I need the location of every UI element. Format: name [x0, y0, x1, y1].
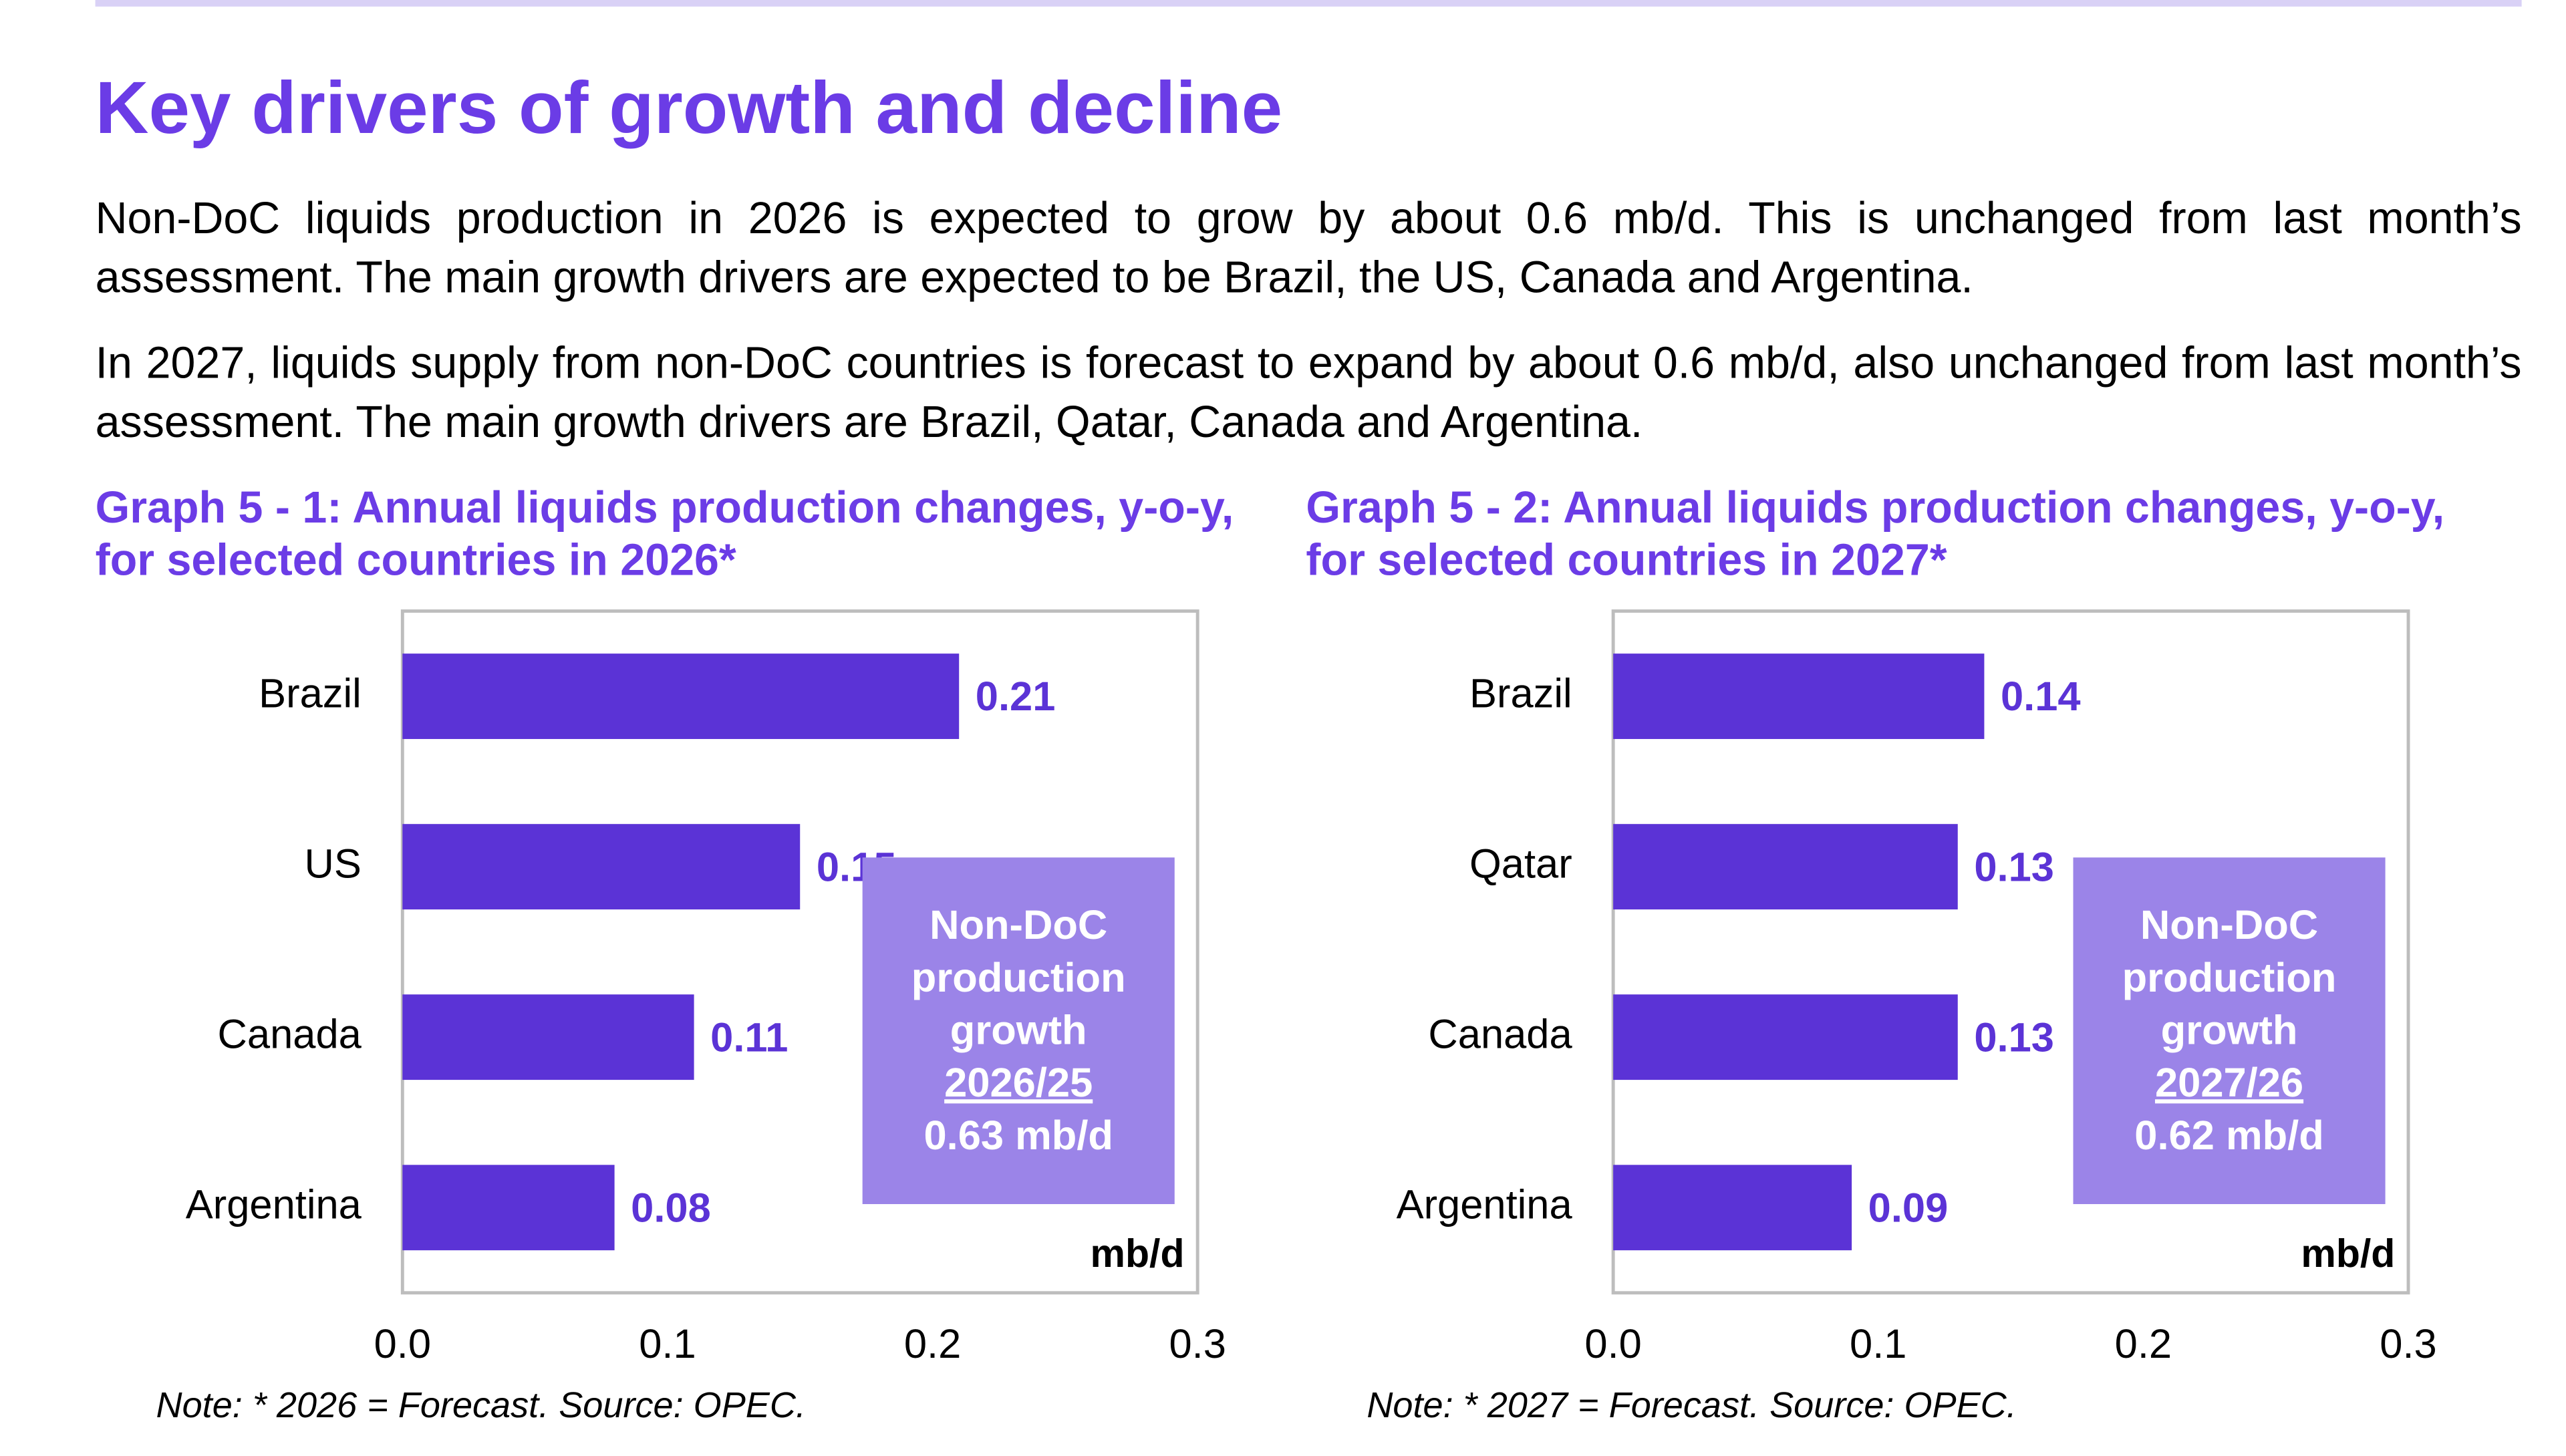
annotation-text: production	[911, 955, 1126, 1001]
annotation-text: 0.63 mb/d	[923, 1113, 1113, 1159]
value-label: 0.21	[976, 674, 1056, 720]
x-tick-label: 0.0	[1584, 1321, 1641, 1367]
annotation-text: 2027/26	[2155, 1060, 2303, 1106]
top-rule	[95, 0, 2522, 7]
annotation-text: growth	[2161, 1008, 2298, 1054]
x-tick-label: 0.1	[1850, 1321, 1906, 1367]
chart: 0.0 0.1 0.2 0.3 Brazil 0.14 Qatar 0.13 Canada 0.1…	[1367, 609, 2437, 1425]
graph-title: Graph 5 - 1: Annual liquids production c…	[95, 482, 1234, 585]
x-tick-label: 0.2	[904, 1321, 961, 1367]
bar	[1613, 994, 1958, 1080]
annotation-text: 0.62 mb/d	[2134, 1113, 2323, 1159]
category-label: Argentina	[186, 1181, 362, 1227]
section-title: Key drivers of growth and decline	[95, 65, 1283, 150]
bar	[402, 1165, 615, 1251]
bar	[1613, 653, 1985, 739]
value-label: 0.13	[1974, 1014, 2054, 1060]
paragraph: Non-DoC liquids production in 2026 is ex…	[95, 194, 2522, 303]
annotation-text: growth	[950, 1008, 1087, 1054]
unit-label: mb/d	[2301, 1231, 2395, 1276]
plot-frame	[400, 609, 1199, 1295]
category-label: Argentina	[1397, 1181, 1573, 1227]
note: Note: * 2026 = Forecast. Source: OPEC.	[156, 1385, 806, 1425]
category-label: US	[304, 841, 361, 887]
category-label: Canada	[1428, 1011, 1572, 1057]
x-tick-label: 0.0	[374, 1321, 431, 1367]
value-label: 0.08	[631, 1185, 711, 1231]
value-label: 0.13	[1974, 844, 2054, 890]
annotation-box	[2073, 857, 2386, 1205]
annotation-text: Non-DoC	[2140, 902, 2318, 948]
x-tick-label: 0.3	[1169, 1321, 1226, 1367]
x-tick-label: 0.3	[2380, 1321, 2436, 1367]
category-label: Qatar	[1469, 841, 1572, 887]
note: Note: * 2027 = Forecast. Source: OPEC.	[1367, 1385, 2016, 1425]
unit-label: mb/d	[1091, 1231, 1185, 1276]
bar	[402, 653, 960, 739]
plot-frame	[1611, 609, 2410, 1295]
bar	[402, 994, 694, 1080]
bar	[402, 824, 801, 910]
graph-title: Graph 5 - 2: Annual liquids production c…	[1306, 482, 2445, 585]
value-label: 0.09	[1868, 1185, 1949, 1231]
value-label: 0.14	[2001, 674, 2081, 720]
category-label: Brazil	[1469, 670, 1572, 716]
bar	[1613, 1165, 1852, 1251]
category-label: Canada	[218, 1011, 362, 1057]
annotation-box	[862, 857, 1175, 1205]
x-tick-label: 0.1	[639, 1321, 696, 1367]
value-label: 0.11	[710, 1014, 788, 1060]
annotation-text: 2026/25	[944, 1060, 1093, 1106]
category-label: Brazil	[259, 670, 362, 716]
annotation-text: production	[2122, 955, 2337, 1001]
paragraph: In 2027, liquids supply from non-DoC cou…	[95, 338, 2522, 447]
bar	[1613, 824, 1958, 910]
annotation-text: Non-DoC	[930, 902, 1107, 948]
x-tick-label: 0.2	[2115, 1321, 2172, 1367]
